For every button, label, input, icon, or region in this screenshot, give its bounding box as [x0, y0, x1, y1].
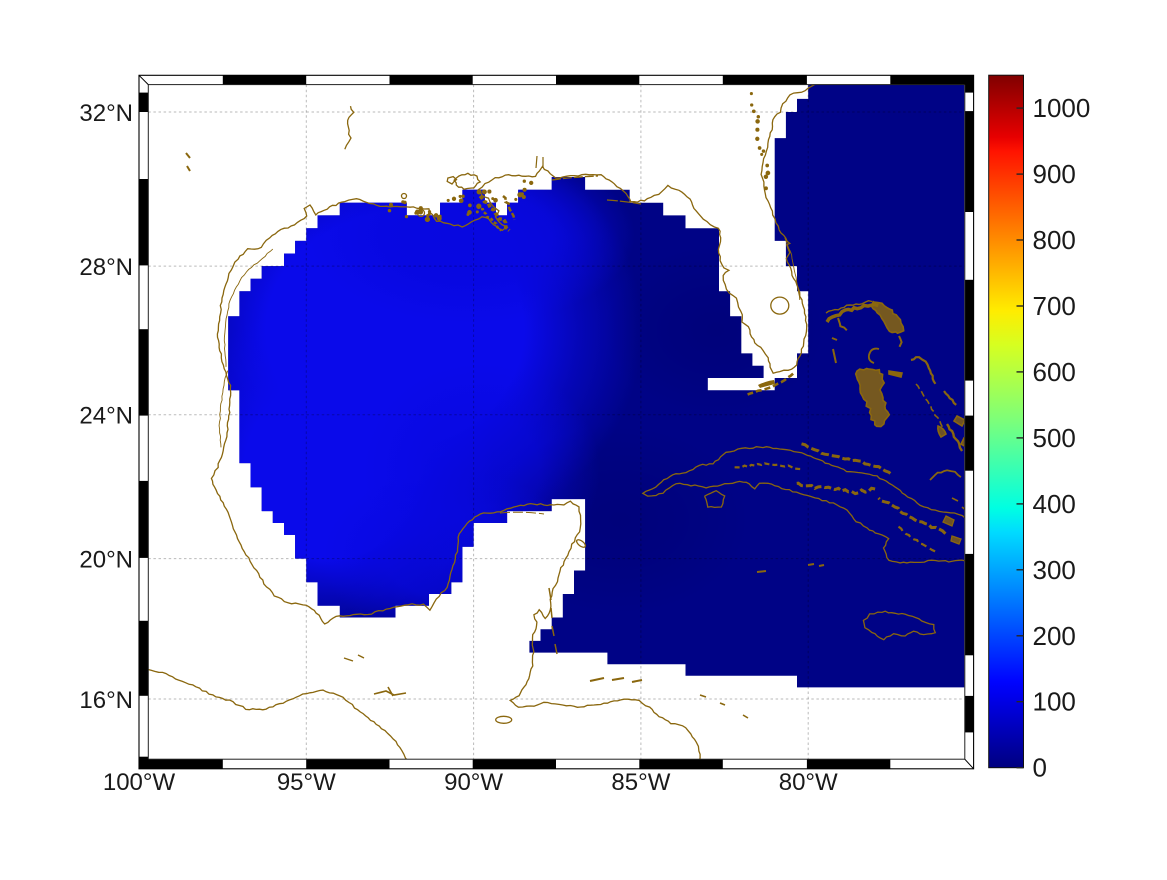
svg-text:32°N: 32°N — [79, 100, 133, 127]
svg-text:95°W: 95°W — [277, 769, 336, 796]
svg-text:300: 300 — [1033, 555, 1076, 585]
svg-text:85°W: 85°W — [611, 769, 670, 796]
svg-text:0: 0 — [1033, 753, 1047, 783]
svg-text:100°W: 100°W — [103, 769, 176, 796]
svg-text:500: 500 — [1033, 423, 1076, 453]
svg-text:900: 900 — [1033, 159, 1076, 189]
svg-text:100: 100 — [1033, 687, 1076, 717]
svg-text:24°N: 24°N — [79, 403, 133, 430]
svg-text:400: 400 — [1033, 489, 1076, 519]
svg-text:28°N: 28°N — [79, 254, 133, 281]
svg-text:80°W: 80°W — [779, 769, 838, 796]
svg-text:800: 800 — [1033, 225, 1076, 255]
svg-text:1000: 1000 — [1033, 93, 1091, 123]
svg-text:20°N: 20°N — [79, 547, 133, 574]
svg-text:200: 200 — [1033, 621, 1076, 651]
svg-text:16°N: 16°N — [79, 687, 133, 714]
svg-text:600: 600 — [1033, 357, 1076, 387]
svg-text:700: 700 — [1033, 291, 1076, 321]
svg-text:90°W: 90°W — [444, 769, 503, 796]
